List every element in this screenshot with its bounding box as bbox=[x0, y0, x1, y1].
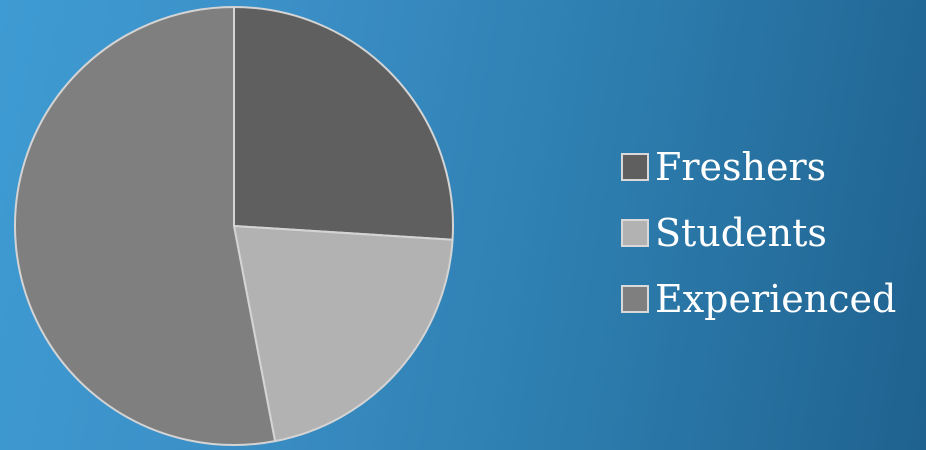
legend-swatch-experienced bbox=[621, 285, 649, 313]
legend-swatch-freshers bbox=[621, 153, 649, 181]
legend-item-experienced: Experienced bbox=[621, 266, 896, 332]
legend-label-students: Students bbox=[655, 214, 827, 252]
legend-item-students: Students bbox=[621, 200, 896, 266]
legend-swatch-students bbox=[621, 219, 649, 247]
legend-label-freshers: Freshers bbox=[655, 148, 826, 186]
pie-slice-freshers bbox=[234, 7, 453, 240]
legend-item-freshers: Freshers bbox=[621, 134, 896, 200]
pie-slices bbox=[15, 7, 453, 445]
chart-legend: Freshers Students Experienced bbox=[621, 134, 896, 332]
legend-label-experienced: Experienced bbox=[655, 280, 896, 318]
